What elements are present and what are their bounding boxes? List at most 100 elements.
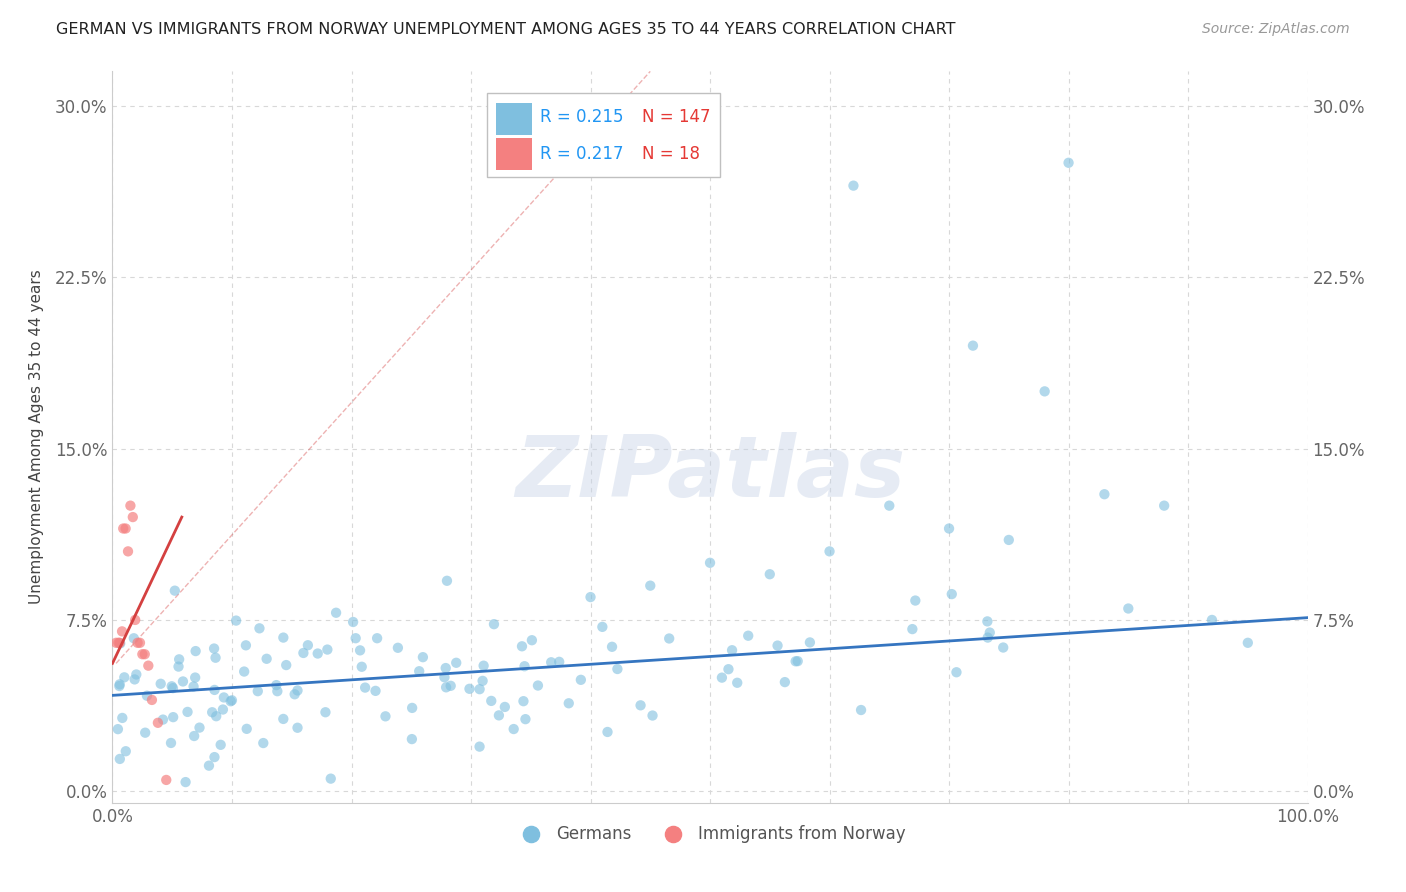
Point <box>198 758 221 772</box>
Point <box>1237 636 1260 650</box>
Point <box>252 736 274 750</box>
Point <box>630 698 652 713</box>
Point <box>468 682 491 697</box>
Point <box>162 681 184 695</box>
Point <box>212 690 235 705</box>
Point <box>962 339 984 353</box>
Point <box>640 579 662 593</box>
Point <box>725 675 748 690</box>
Point <box>699 556 721 570</box>
Point <box>319 772 342 786</box>
Point <box>235 638 257 652</box>
Point <box>799 635 821 649</box>
Point <box>434 681 457 695</box>
Point <box>124 673 146 687</box>
Point <box>152 713 174 727</box>
Point <box>976 615 998 629</box>
Point <box>149 677 172 691</box>
Point <box>202 641 225 656</box>
Point <box>606 662 628 676</box>
Point <box>354 681 377 695</box>
Point <box>174 775 197 789</box>
Point <box>710 671 733 685</box>
Point <box>155 772 177 787</box>
Point <box>183 680 205 694</box>
Point <box>350 660 373 674</box>
Point <box>344 631 367 645</box>
Point <box>256 652 278 666</box>
Point <box>108 679 131 693</box>
Point <box>120 499 142 513</box>
Point <box>401 732 423 747</box>
Point <box>114 744 136 758</box>
Point <box>110 636 132 650</box>
Point <box>273 631 295 645</box>
Point <box>1094 487 1116 501</box>
Point <box>183 729 205 743</box>
Point <box>114 521 136 535</box>
Point <box>112 670 135 684</box>
Point <box>124 613 146 627</box>
Text: N = 147: N = 147 <box>643 109 710 127</box>
Point <box>121 510 143 524</box>
Point <box>1153 499 1175 513</box>
Point <box>479 694 502 708</box>
Point <box>284 687 307 701</box>
Point <box>434 661 457 675</box>
Point <box>842 178 865 193</box>
Point <box>737 629 759 643</box>
Point <box>325 606 347 620</box>
Point <box>167 659 190 673</box>
FancyBboxPatch shape <box>486 94 720 178</box>
Point <box>901 622 924 636</box>
Point <box>579 590 602 604</box>
Point <box>204 750 226 764</box>
Point <box>160 736 183 750</box>
Point <box>444 656 467 670</box>
Point <box>569 673 592 687</box>
Point <box>225 614 247 628</box>
Text: N = 18: N = 18 <box>643 145 700 163</box>
FancyBboxPatch shape <box>496 138 531 170</box>
Point <box>515 712 537 726</box>
Point <box>297 638 319 652</box>
Point <box>342 615 364 629</box>
Y-axis label: Unemployment Among Ages 35 to 44 years: Unemployment Among Ages 35 to 44 years <box>30 269 44 605</box>
Point <box>979 625 1001 640</box>
Point <box>349 643 371 657</box>
Point <box>117 544 139 558</box>
Point <box>938 521 960 535</box>
Point <box>527 679 550 693</box>
Point <box>412 650 434 665</box>
Point <box>266 684 288 698</box>
Point <box>108 752 131 766</box>
Point <box>125 667 148 681</box>
Point <box>759 567 782 582</box>
Point <box>221 693 243 707</box>
Point <box>314 705 336 719</box>
Point <box>408 664 430 678</box>
Point <box>204 682 226 697</box>
Point <box>510 640 533 654</box>
Point <box>548 655 571 669</box>
Point <box>160 679 183 693</box>
Point <box>112 521 135 535</box>
Point <box>993 640 1015 655</box>
Point <box>998 533 1021 547</box>
Point <box>596 725 619 739</box>
Point <box>502 722 524 736</box>
Point <box>176 705 198 719</box>
Point <box>520 633 543 648</box>
Point <box>600 640 623 654</box>
Point <box>201 705 224 719</box>
Point <box>122 632 145 646</box>
Point <box>276 658 298 673</box>
Point <box>107 636 129 650</box>
Point <box>717 662 740 676</box>
Point <box>591 620 613 634</box>
Point <box>472 658 495 673</box>
Point <box>131 647 153 661</box>
Point <box>316 642 339 657</box>
Point <box>773 675 796 690</box>
Point <box>287 721 309 735</box>
